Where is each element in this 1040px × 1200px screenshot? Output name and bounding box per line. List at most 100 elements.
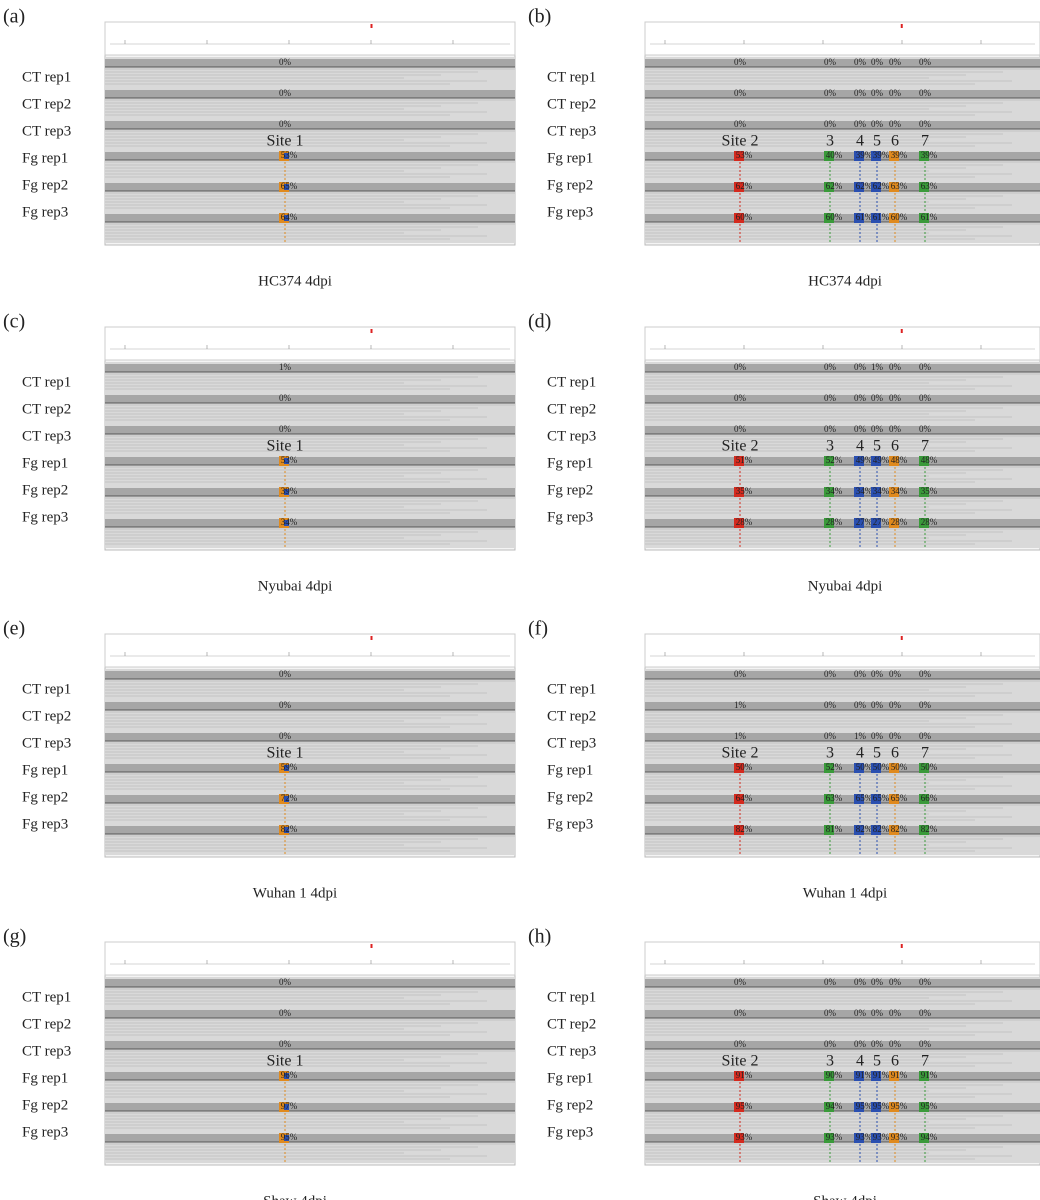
allele-frequency: 50% (921, 762, 938, 772)
site-label: 6 (891, 745, 899, 762)
allele-frequency: 39% (891, 150, 908, 160)
allele-frequency: 0% (889, 669, 902, 679)
coverage-bar (105, 702, 515, 710)
allele-frequency: 0% (889, 977, 902, 987)
allele-frequency: 0% (871, 119, 884, 129)
allele-frequency: 62% (826, 181, 843, 191)
allele-frequency: 0% (889, 119, 902, 129)
allele-frequency: 0% (734, 977, 747, 987)
panel-label: (f) (528, 618, 548, 640)
allele-frequency: 0% (734, 669, 747, 679)
allele-frequency: 65% (281, 181, 298, 191)
allele-frequency: 0% (824, 393, 837, 403)
allele-frequency: 53% (736, 150, 753, 160)
allele-frequency: 82% (873, 824, 890, 834)
allele-frequency: 0% (824, 57, 837, 67)
allele-frequency: 82% (736, 824, 753, 834)
panel-caption: Wuhan 1 4dpi (253, 885, 337, 901)
row-label: CT rep2 (22, 708, 71, 724)
allele-frequency: 0% (889, 1039, 902, 1049)
allele-frequency: 60% (736, 212, 753, 222)
allele-frequency: 91% (856, 1070, 873, 1080)
row-label: CT rep3 (547, 735, 596, 751)
allele-frequency: 34% (891, 486, 908, 496)
allele-frequency: 35% (921, 486, 938, 496)
coverage-bar (105, 826, 515, 834)
row-label: Fg rep2 (22, 1097, 68, 1113)
allele-frequency: 0% (734, 393, 747, 403)
site-label: Site 1 (267, 133, 304, 150)
allele-frequency: 0% (919, 731, 932, 741)
panel-label: (a) (3, 6, 25, 28)
coverage-bar (645, 671, 1040, 679)
panel-caption: Nyubai 4dpi (808, 578, 883, 594)
row-label: Fg rep1 (547, 1070, 593, 1086)
site-label: 5 (873, 1053, 881, 1070)
coverage-bar (105, 795, 515, 803)
panel-label: (e) (3, 618, 25, 640)
row-label: Fg rep1 (547, 762, 593, 778)
row-label: Fg rep3 (22, 509, 68, 525)
panel-label: (d) (528, 311, 551, 333)
allele-frequency: 94% (826, 1101, 843, 1111)
allele-frequency: 0% (871, 57, 884, 67)
allele-frequency: 34% (856, 486, 873, 496)
coverage-bar (645, 702, 1040, 710)
allele-frequency: 51% (736, 455, 753, 465)
coverage-bar (645, 826, 1040, 834)
coverage-bar (105, 214, 515, 222)
allele-frequency: 52% (826, 455, 843, 465)
allele-frequency: 34% (281, 517, 298, 527)
allele-frequency: 34% (873, 486, 890, 496)
site-label: Site 1 (267, 745, 304, 762)
panel-caption: HC374 4dpi (808, 273, 882, 289)
ruler (645, 22, 1040, 55)
allele-frequency: 0% (854, 57, 867, 67)
coverage-bar (645, 1134, 1040, 1142)
site-label: 3 (826, 133, 834, 150)
allele-frequency: 81% (826, 824, 843, 834)
allele-frequency: 0% (919, 700, 932, 710)
coverage-bar (645, 457, 1040, 465)
allele-frequency: 96% (281, 1070, 298, 1080)
allele-frequency: 28% (736, 517, 753, 527)
panel: (e)0%0%0%59%72%82%Site 1CT rep1CT rep2CT… (3, 618, 515, 902)
allele-frequency: 66% (921, 793, 938, 803)
site-label: 5 (873, 438, 881, 455)
allele-frequency: 95% (736, 1101, 753, 1111)
allele-frequency: 0% (889, 1008, 902, 1018)
site-label: 7 (921, 438, 929, 455)
row-label: CT rep3 (547, 123, 596, 139)
coverage-bar (105, 426, 515, 434)
coverage-bar (645, 426, 1040, 434)
panel: (b)0%0%0%0%0%0%0%0%0%0%0%0%0%0%0%0%0%0%5… (528, 6, 1040, 290)
row-label: Fg rep3 (547, 816, 593, 832)
row-label: Fg rep1 (547, 150, 593, 166)
allele-frequency: 62% (856, 181, 873, 191)
row-label: CT rep3 (22, 428, 71, 444)
coverage-bar (645, 488, 1040, 496)
row-label: Fg rep1 (22, 150, 68, 166)
allele-frequency: 0% (919, 424, 932, 434)
allele-frequency: 82% (856, 824, 873, 834)
allele-frequency: 0% (824, 700, 837, 710)
row-label: CT rep1 (22, 69, 71, 85)
figure: (a)0%0%0%53%65%64%Site 1CT rep1CT rep2CT… (0, 0, 1040, 1200)
row-label: CT rep1 (547, 69, 596, 85)
coverage-bar (105, 1010, 515, 1018)
allele-frequency: 0% (854, 119, 867, 129)
allele-frequency: 0% (889, 88, 902, 98)
allele-frequency: 0% (919, 669, 932, 679)
row-label: CT rep1 (547, 989, 596, 1005)
allele-frequency: 0% (854, 393, 867, 403)
coverage-bar (645, 519, 1040, 527)
allele-frequency: 91% (921, 1070, 938, 1080)
row-label: Fg rep2 (22, 482, 68, 498)
row-label: Fg rep3 (22, 1124, 68, 1140)
coverage-bar (105, 1072, 515, 1080)
row-label: Fg rep3 (22, 204, 68, 220)
ruler (105, 634, 515, 667)
allele-frequency: 0% (871, 424, 884, 434)
coverage-bar (645, 1103, 1040, 1111)
coverage-bar (645, 733, 1040, 741)
